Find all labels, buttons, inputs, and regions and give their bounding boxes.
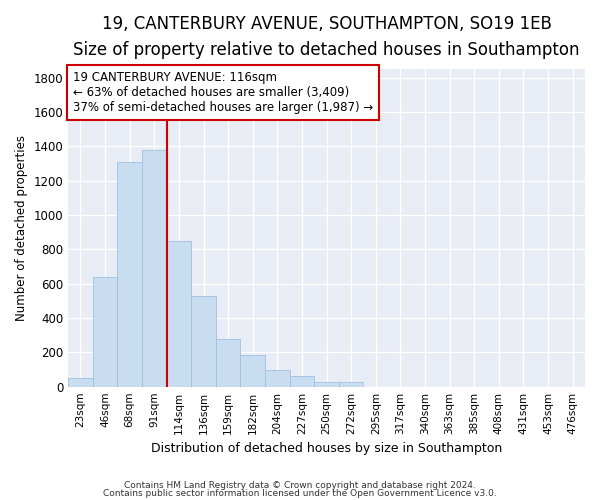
Bar (167, 241, 191, 386)
Title: 19, CANTERBURY AVENUE, SOUTHAMPTON, SO19 1EB
Size of property relative to detach: 19, CANTERBURY AVENUE, SOUTHAMPTON, SO19… (73, 15, 580, 60)
Bar (339, 382, 364, 386)
Text: Contains public sector information licensed under the Open Government Licence v3: Contains public sector information licen… (103, 488, 497, 498)
Y-axis label: Number of detached properties: Number of detached properties (15, 135, 28, 321)
Bar (191, 296, 216, 386)
Bar (216, 338, 241, 386)
Bar (142, 150, 167, 386)
X-axis label: Distribution of detached houses by size in Southampton: Distribution of detached houses by size … (151, 442, 502, 455)
Bar (290, 376, 314, 386)
Bar (265, 370, 290, 386)
Text: 19 CANTERBURY AVENUE: 116sqm
← 63% of detached houses are smaller (3,409)
37% of: 19 CANTERBURY AVENUE: 116sqm ← 63% of de… (73, 71, 374, 114)
Bar (68, 378, 93, 386)
Bar (314, 382, 339, 386)
Bar (93, 277, 118, 386)
Text: Contains HM Land Registry data © Crown copyright and database right 2024.: Contains HM Land Registry data © Crown c… (124, 481, 476, 490)
Bar (118, 162, 142, 386)
Bar (241, 355, 265, 386)
